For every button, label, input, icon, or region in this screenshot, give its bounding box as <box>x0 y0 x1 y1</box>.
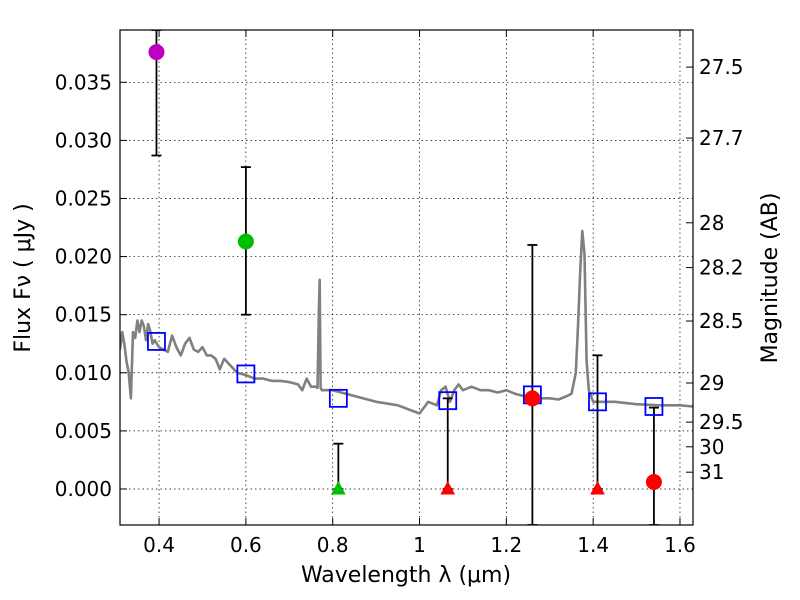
model-band-square <box>236 364 256 384</box>
y2-tick-label: 30 <box>699 435 724 459</box>
y-axis-label: Flux Fν ( μJy ) <box>11 203 36 352</box>
y-tick-label: 0.005 <box>55 419 112 443</box>
x-axis: 0.4 0.6 0.8 1 1.2 1.4 1.6 <box>143 30 696 557</box>
detection-point <box>645 474 662 491</box>
model-band-square <box>644 397 664 416</box>
y2-tick-label: 28.5 <box>699 309 744 333</box>
y-tick-label: 0.035 <box>55 70 112 94</box>
y-tick-label: 0.015 <box>55 303 112 327</box>
marker-layer <box>147 44 664 495</box>
x-tick-label: 1.4 <box>577 533 609 557</box>
y2-tick-label: 28.2 <box>699 256 744 280</box>
y2-tick-label: 29.5 <box>699 410 744 434</box>
detection-point <box>237 233 254 250</box>
model-band-square <box>438 391 458 411</box>
y-tick-label: 0.000 <box>55 477 112 501</box>
y2-tick-label: 29 <box>699 371 724 395</box>
y-tick-label: 0.030 <box>55 128 112 152</box>
upper-limit-triangle <box>590 480 605 495</box>
model-spectrum-line <box>120 229 693 415</box>
y2-tick-label: 27.7 <box>699 126 744 150</box>
x-tick-label: 1 <box>413 533 426 557</box>
y2-tick-label: 28 <box>699 211 724 235</box>
model-band-square <box>328 388 348 408</box>
detection-point <box>524 390 541 407</box>
grid <box>120 30 693 525</box>
x-tick-label: 0.6 <box>230 533 262 557</box>
y2-axis-label: Magnitude (AB) <box>758 193 783 364</box>
detection-point <box>148 44 165 61</box>
errorbar-layer <box>151 30 659 525</box>
y2-tick-label: 27.5 <box>699 55 744 79</box>
spectrum-layer <box>120 229 693 415</box>
model-band-square <box>588 392 607 412</box>
y2-tick-label: 31 <box>699 460 724 484</box>
y-tick-label: 0.025 <box>55 186 112 210</box>
x-axis-label: Wavelength λ (μm) <box>301 563 511 588</box>
y-tick-label: 0.020 <box>55 245 112 269</box>
model-band-square <box>147 332 166 351</box>
y-axis: 0.000 0.005 0.010 0.015 0.020 0.025 0.030 0.035 <box>55 70 127 501</box>
x-tick-label: 0.8 <box>317 533 349 557</box>
upper-limit-triangle <box>440 480 456 495</box>
y-tick-label: 0.010 <box>55 361 112 385</box>
upper-limit-triangle <box>331 480 346 495</box>
x-tick-label: 1.2 <box>490 533 522 557</box>
x-tick-label: 0.4 <box>143 533 175 557</box>
plot-frame <box>119 29 694 526</box>
x-tick-label: 1.6 <box>664 533 696 557</box>
